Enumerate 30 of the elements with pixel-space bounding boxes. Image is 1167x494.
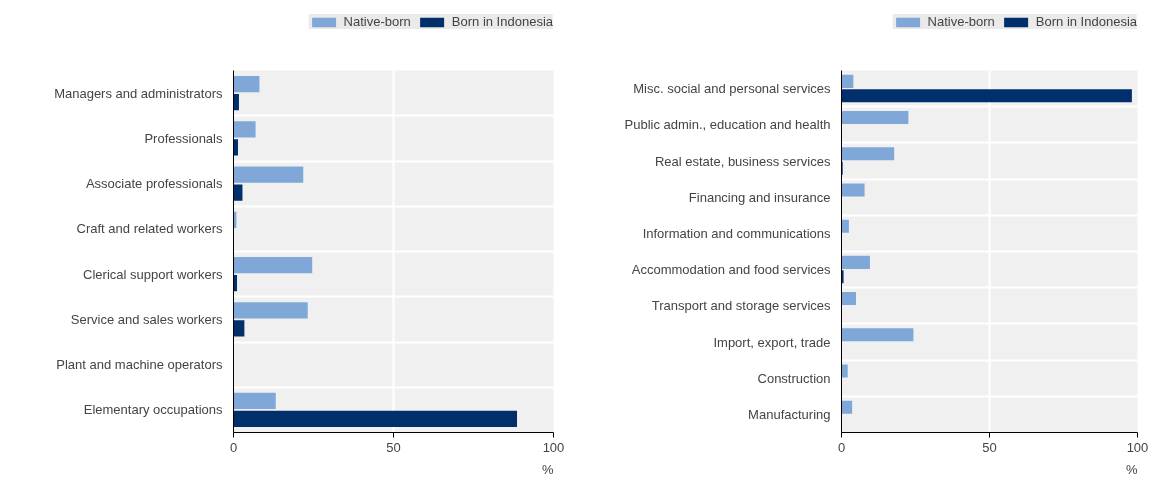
y-tick-label: Construction bbox=[757, 370, 831, 386]
y-tick-label: Import, export, trade bbox=[713, 334, 831, 350]
x-tick-label: 50 bbox=[982, 439, 997, 455]
legend-label: Native-born bbox=[927, 14, 995, 29]
y-tick-label: Accommodation and food services bbox=[631, 262, 831, 278]
y-tick-label: Service and sales workers bbox=[70, 311, 223, 327]
x-axis-title: % bbox=[541, 461, 554, 477]
legend-label: Born in Indonesia bbox=[1035, 14, 1137, 29]
x-axis-title: % bbox=[1125, 461, 1138, 477]
y-tick-label: Misc. social and personal services bbox=[633, 81, 831, 97]
y-tick-label: Associate professionals bbox=[85, 176, 223, 192]
y-tick-label: Information and communications bbox=[642, 225, 831, 241]
y-tick-label: Real estate, business services bbox=[654, 153, 831, 169]
y-tick-label: Plant and machine operators bbox=[56, 357, 223, 373]
y-tick-label: Public admin., education and health bbox=[624, 117, 831, 133]
legend-label: Native-born bbox=[343, 14, 411, 29]
y-tick-label: Clerical support workers bbox=[83, 266, 223, 282]
y-tick-label: Elementary occupations bbox=[83, 402, 223, 418]
x-tick-label: 0 bbox=[837, 439, 846, 455]
y-tick-label: Manufacturing bbox=[748, 406, 831, 422]
x-tick-label: 50 bbox=[386, 439, 401, 455]
x-tick-label: 0 bbox=[229, 439, 238, 455]
y-tick-label: Financing and insurance bbox=[688, 189, 831, 205]
y-tick-label: Craft and related workers bbox=[76, 221, 223, 237]
y-tick-label: Transport and storage services bbox=[651, 298, 831, 314]
legend-label: Born in Indonesia bbox=[451, 14, 553, 29]
y-tick-label: Managers and administrators bbox=[54, 85, 223, 101]
x-tick-label: 100 bbox=[1126, 439, 1149, 455]
y-tick-label: Professionals bbox=[144, 130, 223, 146]
x-tick-label: 100 bbox=[542, 439, 565, 455]
